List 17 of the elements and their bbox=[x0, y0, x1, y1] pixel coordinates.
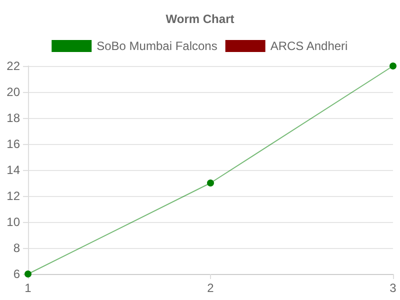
legend-label: ARCS Andheri bbox=[270, 39, 348, 53]
y-tick-label: 6 bbox=[13, 267, 20, 281]
y-tick-label: 22 bbox=[6, 59, 20, 73]
x-tick-label: 1 bbox=[24, 281, 32, 295]
y-tick-label: 12 bbox=[6, 189, 20, 203]
y-tick-label: 20 bbox=[6, 85, 20, 99]
chart-title: Worm Chart bbox=[166, 12, 234, 26]
y-tick-label: 14 bbox=[6, 163, 20, 177]
y-tick-label: 18 bbox=[6, 111, 20, 125]
y-tick-label: 8 bbox=[13, 241, 20, 255]
point bbox=[390, 62, 396, 70]
point bbox=[207, 180, 214, 186]
x-tick-label: 3 bbox=[390, 281, 397, 295]
y-tick-label: 10 bbox=[6, 215, 20, 229]
x-tick-label: 2 bbox=[207, 281, 214, 295]
y-tick-label: 16 bbox=[6, 137, 20, 151]
legend-label: SoBo Mumbai Falcons bbox=[96, 39, 218, 53]
